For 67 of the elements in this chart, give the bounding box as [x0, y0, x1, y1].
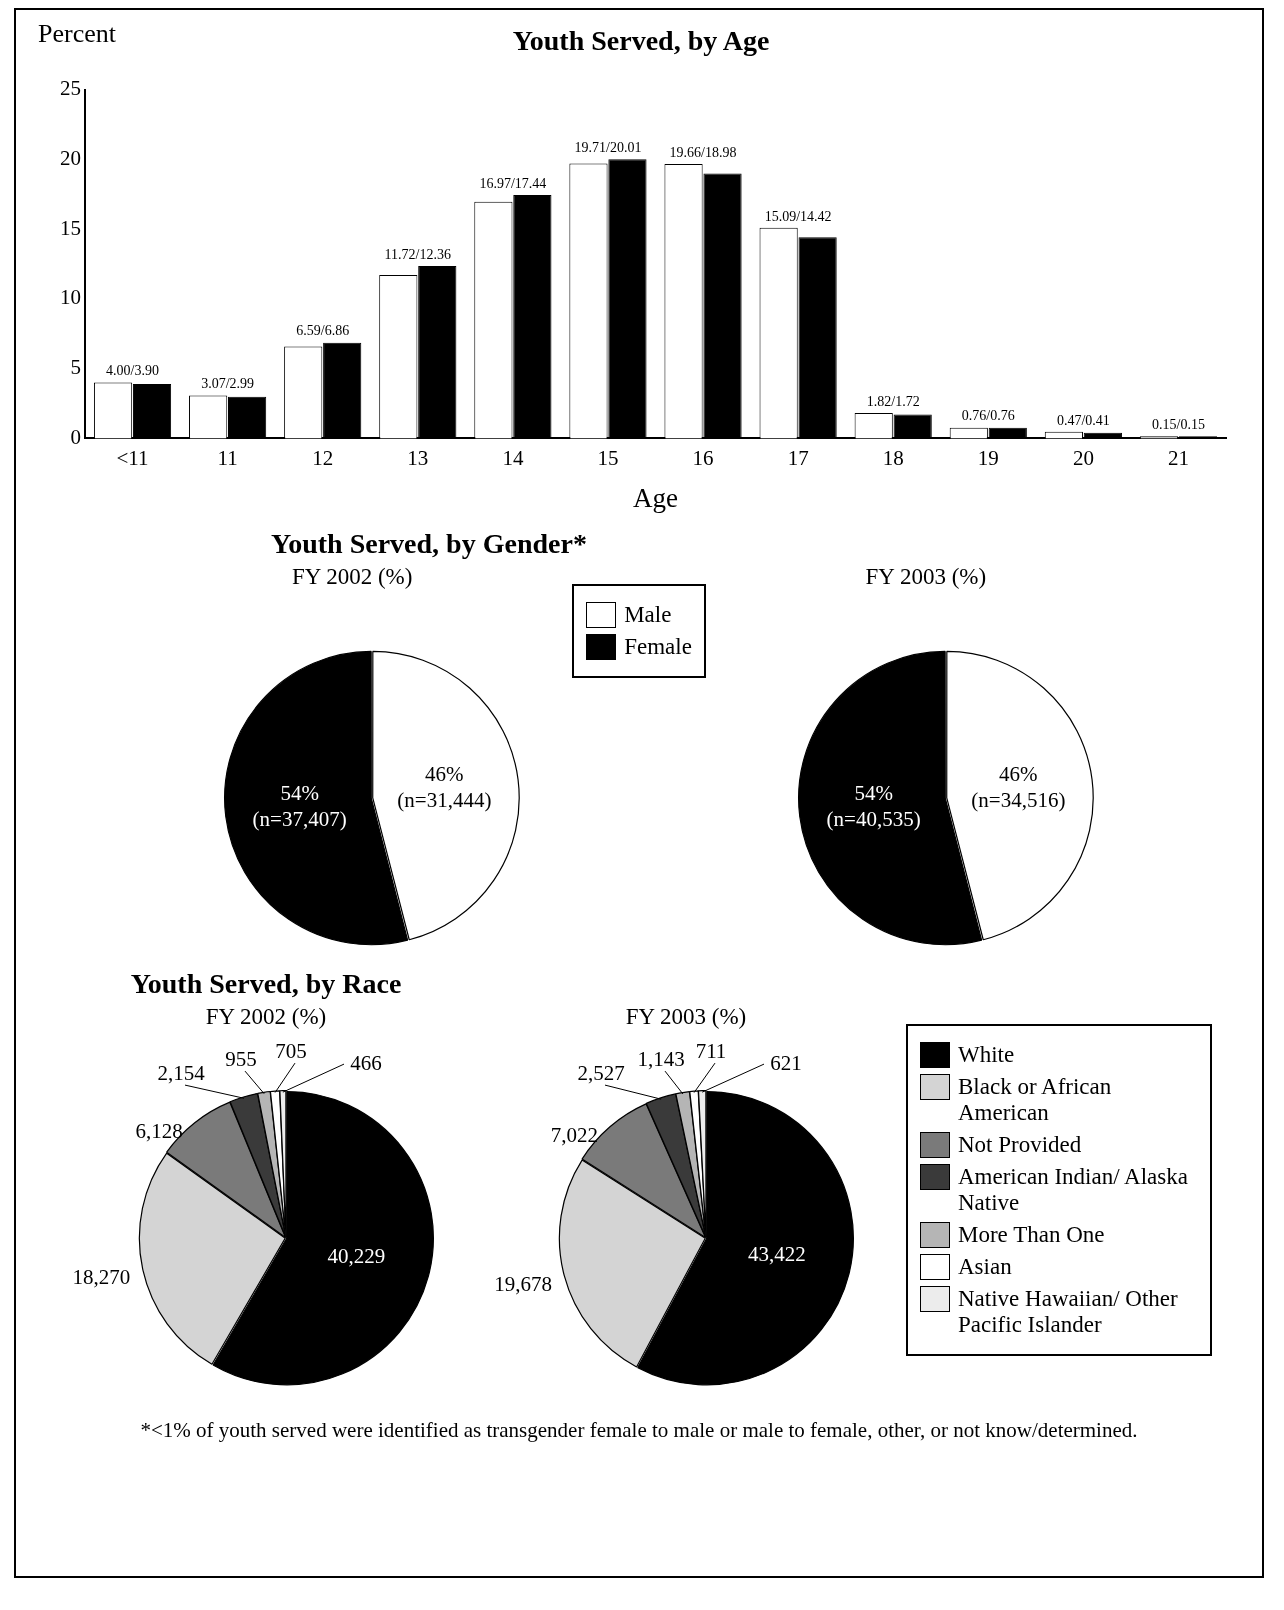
- x-tick-label: 14: [502, 445, 524, 470]
- data-label: 621: [770, 1050, 802, 1075]
- data-label: 466: [350, 1050, 382, 1075]
- y-tick-label: 0: [70, 424, 81, 449]
- data-label: 0.76/0.76: [961, 408, 1015, 424]
- data-label: 6,128: [135, 1119, 183, 1144]
- y-tick-label: 25: [60, 76, 81, 101]
- data-label: 705: [275, 1038, 307, 1063]
- legend-label: Asian: [958, 1254, 1012, 1280]
- y-tick-label: 15: [60, 215, 81, 240]
- x-tick-label: 21: [1167, 445, 1189, 470]
- y-axis-title: Percent: [38, 18, 117, 48]
- chart-title: Youth Served, by Gender*: [270, 528, 588, 560]
- x-tick-label: 17: [787, 445, 809, 470]
- data-label: 16.97/17.44: [479, 175, 547, 191]
- legend-label: Not Provided: [958, 1132, 1082, 1158]
- y-tick-label: 5: [70, 355, 81, 380]
- data-label: 54% (n=40,535): [826, 780, 921, 831]
- chart-title: Youth Served, by Race: [129, 968, 403, 1000]
- data-label: 2,154: [157, 1060, 206, 1085]
- data-label: 40,229: [327, 1243, 386, 1268]
- y-tick-label: 10: [60, 285, 81, 310]
- data-label: 1.82/1.72: [866, 393, 920, 409]
- y-tick-label: 20: [60, 145, 81, 170]
- legend-label: Female: [624, 634, 692, 660]
- legend-label: More Than One: [958, 1222, 1105, 1248]
- data-label: 19,678: [494, 1271, 552, 1296]
- data-label: 18,270: [72, 1265, 131, 1290]
- x-tick-label: 16: [692, 445, 714, 470]
- legend-label: Male: [624, 602, 672, 628]
- data-label: 4.00/3.90: [106, 363, 159, 379]
- legend-label: White: [958, 1042, 1015, 1068]
- data-label: 15.09/14.42: [764, 208, 832, 224]
- legend-label: Black or African American: [958, 1074, 1113, 1126]
- data-label: 2,527: [577, 1060, 625, 1085]
- data-label: 7,022: [550, 1123, 599, 1148]
- data-label: 6.59/6.86: [296, 323, 350, 339]
- data-label: 19.71/20.01: [574, 139, 642, 155]
- data-label: 3.07/2.99: [201, 376, 255, 392]
- x-axis-title: Age: [633, 482, 679, 513]
- x-tick-label: <11: [116, 445, 149, 470]
- data-label: 43,422: [747, 1242, 806, 1267]
- data-label: 955: [225, 1046, 257, 1071]
- x-tick-label: 19: [977, 445, 999, 470]
- data-label: 54% (n=37,407): [252, 780, 347, 831]
- data-label: 46% (n=31,444): [397, 762, 492, 813]
- data-label: 11.72/12.36: [384, 246, 451, 262]
- legend-label: Native Hawaiian/ Other Pacific Islander: [958, 1286, 1179, 1338]
- data-label: 0.15/0.15: [1152, 416, 1205, 432]
- x-tick-label: 12: [312, 445, 334, 470]
- x-tick-label: 20: [1072, 445, 1094, 470]
- chart-subtitle: FY 2002 (%): [204, 1004, 328, 1030]
- chart-subtitle: FY 2002 (%): [290, 564, 414, 590]
- data-label: 19.66/18.98: [669, 144, 737, 160]
- x-tick-label: 13: [407, 445, 429, 470]
- x-tick-label: 15: [597, 445, 619, 470]
- data-label: 711: [695, 1038, 727, 1063]
- x-tick-label: 18: [882, 445, 904, 470]
- text: *<1% of youth served were identified as transgender female to male or male to female, other, or not know/determined.: [139, 1418, 1139, 1443]
- chart-subtitle: FY 2003 (%): [864, 564, 988, 590]
- legend-label: American Indian/ Alaska Native: [958, 1164, 1189, 1216]
- x-tick-label: 11: [217, 445, 238, 470]
- chart-subtitle: FY 2003 (%): [624, 1004, 748, 1030]
- chart-title: Youth Served, by Age: [512, 25, 770, 57]
- data-label: 0.47/0.41: [1056, 412, 1110, 428]
- data-label: 46% (n=34,516): [971, 762, 1066, 813]
- data-label: 1,143: [637, 1046, 685, 1071]
